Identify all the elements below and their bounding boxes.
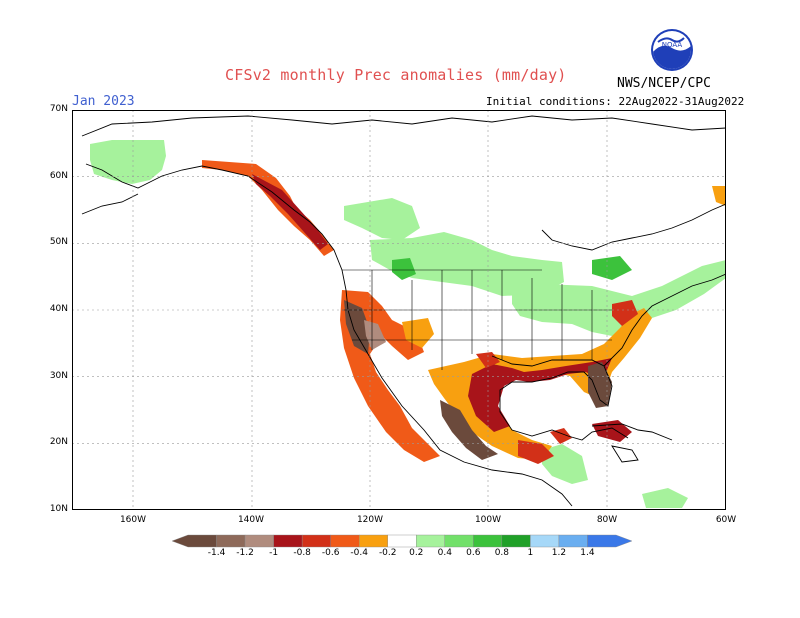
lat-label-40n: 40N <box>49 304 68 314</box>
colorbar-swatch <box>558 534 588 548</box>
chart-title: CFSv2 monthly Prec anomalies (mm/day) <box>225 66 567 84</box>
colorbar-swatch <box>358 534 388 548</box>
colorbar-swatch <box>172 534 217 548</box>
lat-label-50n: 50N <box>49 237 68 247</box>
precip-anomaly-map <box>72 110 726 510</box>
colorbar-tick-label: -1 <box>269 548 279 558</box>
colorbar-tick-label: -0.2 <box>378 548 397 558</box>
colorbar-tick-label: -1.2 <box>236 548 254 558</box>
colorbar-tick-label: 1.4 <box>580 548 595 558</box>
lat-label-70n: 70N <box>49 104 68 114</box>
colorbar-swatch <box>587 534 632 548</box>
colorbar-tick-label: 0.6 <box>466 548 481 558</box>
colorbar-tick-label: 1.2 <box>551 548 567 558</box>
colorbar-swatch <box>330 534 360 548</box>
agency-label: NWS/NCEP/CPC <box>617 76 711 91</box>
lon-label-60w: 60W <box>715 515 737 525</box>
colorbar-swatch <box>416 534 445 548</box>
forecast-month: Jan 2023 <box>72 94 135 109</box>
lon-label-120w: 120W <box>356 515 384 525</box>
logo-text: NOAA <box>662 41 683 49</box>
initial-conditions: Initial conditions: 22Aug2022-31Aug2022 <box>486 95 745 108</box>
lon-label-160w: 160W <box>119 515 147 525</box>
lat-label-10n: 10N <box>49 504 68 514</box>
gridlines <box>72 110 726 510</box>
lon-label-140w: 140W <box>237 515 265 525</box>
strong-wet-areas <box>392 256 632 280</box>
colorbar-swatch <box>387 534 417 548</box>
colorbar-tick-label: -0.4 <box>350 548 368 558</box>
colorbar-tick-label: -1.4 <box>207 548 226 558</box>
lat-label-60n: 60N <box>49 171 68 181</box>
lat-label-30n: 30N <box>49 371 68 381</box>
colorbar-swatch <box>216 534 246 548</box>
colorbar-swatch <box>501 534 531 548</box>
colorbar-tick-label: 0.2 <box>409 548 424 558</box>
colorbar-tick-label: 0.8 <box>494 548 510 558</box>
colorbar-swatch <box>473 534 503 548</box>
colorbar-swatch <box>530 534 560 548</box>
colorbar-tick-label: 1 <box>527 548 534 558</box>
noaa-logo-icon: NOAA <box>651 29 693 71</box>
lat-label-20n: 20N <box>49 437 68 447</box>
colorbar <box>172 534 632 548</box>
map-frame <box>72 110 726 510</box>
lon-label-100w: 100W <box>474 515 502 525</box>
lon-label-80w: 80W <box>596 515 618 525</box>
colorbar-tick-label: 0.4 <box>437 548 452 558</box>
wet-anomaly-areas <box>90 140 726 508</box>
colorbar-tick-label: -0.8 <box>293 548 311 558</box>
colorbar-tick-label: -0.6 <box>321 548 340 558</box>
colorbar-swatch <box>444 534 474 548</box>
colorbar-swatch <box>273 534 303 548</box>
colorbar-swatch <box>301 534 331 548</box>
colorbar-swatch <box>244 534 274 548</box>
